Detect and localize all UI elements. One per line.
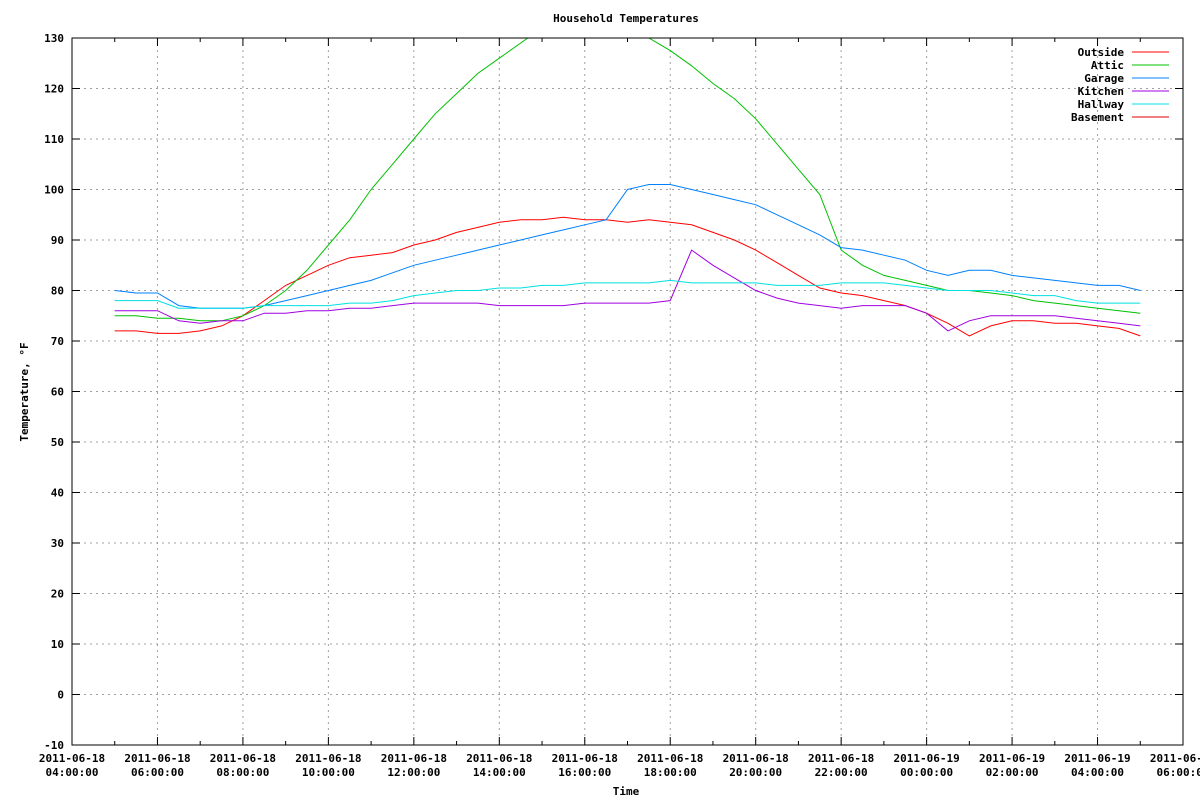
series-line-attic bbox=[114, 38, 1141, 322]
y-tick-label: 30 bbox=[51, 537, 64, 550]
y-tick-label: -10 bbox=[44, 739, 64, 752]
grid bbox=[72, 38, 1183, 745]
x-axis-label: Time bbox=[613, 785, 640, 798]
x-tick-label-time: 04:00:00 bbox=[1071, 766, 1124, 779]
x-tick-label-time: 02:00:00 bbox=[986, 766, 1039, 779]
x-tick-label-time: 06:00:00 bbox=[131, 766, 184, 779]
y-tick-label: 100 bbox=[44, 184, 64, 197]
x-tick-label-date: 2011-06-18 bbox=[381, 752, 447, 765]
series-lines bbox=[114, 38, 1141, 337]
y-tick-label: 0 bbox=[57, 689, 64, 702]
x-tick-label-date: 2011-06-18 bbox=[808, 752, 874, 765]
y-tick-label: 130 bbox=[44, 32, 64, 45]
legend-label-outside: Outside bbox=[1078, 46, 1125, 59]
x-tick-label-date: 2011-06-18 bbox=[552, 752, 618, 765]
x-tick-label-time: 18:00:00 bbox=[644, 766, 697, 779]
x-tick-label-date: 2011-06-18 bbox=[723, 752, 789, 765]
x-tick-label-time: 14:00:00 bbox=[473, 766, 526, 779]
y-tick-label: 120 bbox=[44, 83, 64, 96]
y-axis-label: Temperature, °F bbox=[18, 342, 31, 441]
x-tick-label-time: 16:00:00 bbox=[558, 766, 611, 779]
legend-label-kitchen: Kitchen bbox=[1078, 85, 1124, 98]
series-line-outside bbox=[114, 216, 1141, 337]
x-tick-label-date: 2011-06-19 bbox=[1064, 752, 1130, 765]
y-tick-label: 40 bbox=[51, 487, 64, 500]
series-line-kitchen bbox=[114, 249, 1141, 332]
x-tick-label-time: 22:00:00 bbox=[815, 766, 868, 779]
series-line-garage bbox=[114, 184, 1141, 309]
x-tick-label-time: 04:00:00 bbox=[46, 766, 99, 779]
x-tick-label-date: 2011-06-18 bbox=[39, 752, 105, 765]
x-tick-label-time: 00:00:00 bbox=[900, 766, 953, 779]
y-tick-label: 80 bbox=[51, 285, 64, 298]
x-tick-label-time: 20:00:00 bbox=[729, 766, 782, 779]
x-tick-label-date: 2011-06-19 bbox=[979, 752, 1045, 765]
legend-label-basement: Basement bbox=[1071, 111, 1124, 124]
y-tick-label: 60 bbox=[51, 386, 64, 399]
x-tick-label-date: 2011-06-18 bbox=[637, 752, 703, 765]
x-tick-label-time: 06:00:00 bbox=[1157, 766, 1200, 779]
x-tick-label-date: 2011-06-18 bbox=[210, 752, 276, 765]
x-tick-label-date: 2011-06-18 bbox=[295, 752, 361, 765]
x-tick-label-date: 2011-06-19 bbox=[893, 752, 959, 765]
legend-label-attic: Attic bbox=[1091, 59, 1124, 72]
legend-label-hallway: Hallway bbox=[1078, 98, 1125, 111]
y-tick-label: 50 bbox=[51, 436, 64, 449]
x-tick-label-date: 2011-06-18 bbox=[124, 752, 190, 765]
legend-label-garage: Garage bbox=[1084, 72, 1124, 85]
axes: -10 0 10 20 30 40 50 60 70 80 90 100 110 120 130 2011-0… bbox=[39, 32, 1200, 779]
y-tick-label: 10 bbox=[51, 638, 64, 651]
x-tick-label-time: 08:00:00 bbox=[216, 766, 269, 779]
x-tick-label-date: 2011-06-18 bbox=[466, 752, 532, 765]
series-line-hallway bbox=[114, 279, 1141, 309]
y-tick-label: 20 bbox=[51, 588, 64, 601]
y-tick-label: 110 bbox=[44, 133, 64, 146]
x-tick-label-time: 10:00:00 bbox=[302, 766, 355, 779]
y-tick-label: 70 bbox=[51, 335, 64, 348]
chart-title: Household Temperatures bbox=[553, 12, 699, 25]
x-tick-label-date: 2011-06-19 bbox=[1150, 752, 1200, 765]
y-tick-label: 90 bbox=[51, 234, 64, 247]
plot-border bbox=[71, 37, 1184, 746]
x-tick-label-time: 12:00:00 bbox=[387, 766, 440, 779]
